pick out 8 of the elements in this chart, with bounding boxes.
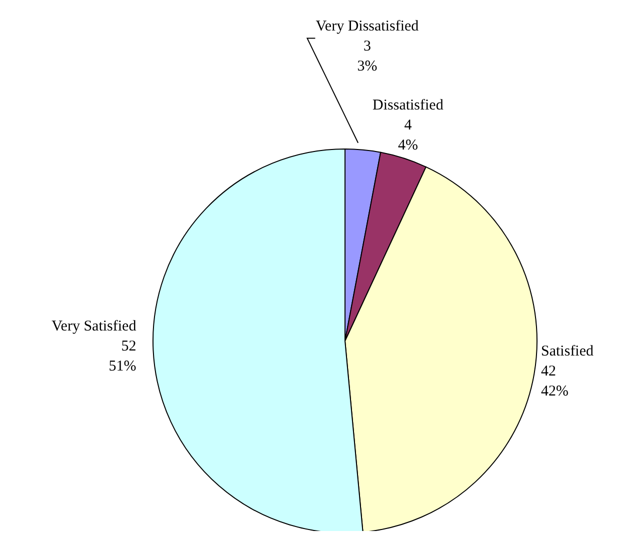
slice-label: Satisfied	[541, 344, 594, 360]
data-label: 3 3%	[357, 38, 378, 74]
slice-label: Very Dissatisfied	[316, 18, 420, 34]
slice-label: Dissatisfied	[372, 98, 444, 114]
data-label: 42 42%	[541, 364, 569, 400]
data-label: 4 4%	[398, 118, 418, 154]
slice-label: Very Satisfied	[52, 318, 137, 335]
data-label: 52 51%	[108, 338, 136, 375]
